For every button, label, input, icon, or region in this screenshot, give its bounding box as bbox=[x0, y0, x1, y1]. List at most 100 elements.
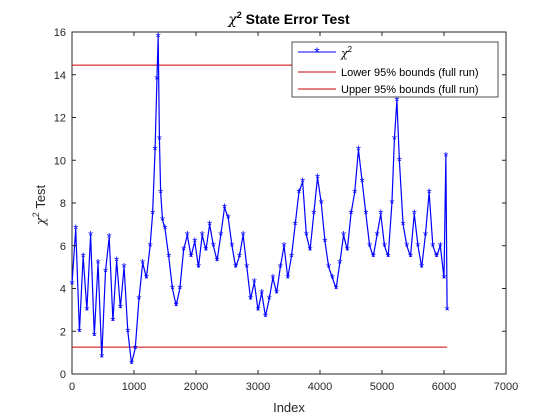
chi2-point: * bbox=[375, 228, 380, 243]
chi2-point: * bbox=[285, 271, 290, 286]
chi2-point: * bbox=[207, 217, 212, 232]
chi2-point: * bbox=[244, 260, 249, 275]
chi2-point: * bbox=[255, 303, 260, 318]
chi2-point: * bbox=[397, 153, 402, 168]
chi2-point: * bbox=[99, 350, 104, 365]
chi2-point: * bbox=[196, 260, 201, 275]
chi2-point: * bbox=[282, 239, 287, 254]
chi2-point: * bbox=[345, 243, 350, 258]
chi2-point: * bbox=[289, 249, 294, 264]
chi2-point: * bbox=[174, 299, 179, 314]
chi2-point: * bbox=[166, 249, 171, 264]
x-tick-label: 4000 bbox=[308, 381, 332, 393]
x-tick-label: 0 bbox=[69, 381, 75, 393]
legend-marker-chi2: * bbox=[314, 44, 320, 60]
chi2-point: * bbox=[96, 256, 101, 271]
chi2-point: * bbox=[308, 243, 313, 258]
chi2-point: * bbox=[259, 286, 264, 301]
chi2-point: * bbox=[215, 254, 220, 269]
chi2-point: * bbox=[170, 282, 175, 297]
x-tick-label: 6000 bbox=[432, 381, 456, 393]
chi2-point: * bbox=[337, 256, 342, 271]
chi2-point: * bbox=[81, 249, 86, 264]
chi2-point: * bbox=[185, 228, 190, 243]
chi2-point: * bbox=[211, 239, 216, 254]
chart-title-rest: State Error Test bbox=[242, 11, 350, 27]
y-tick-label: 14 bbox=[54, 70, 66, 82]
y-tick-label: 12 bbox=[54, 113, 66, 125]
legend-label-upper-bound: Upper 95% bounds (full run) bbox=[341, 84, 479, 96]
chi2-point: * bbox=[419, 260, 424, 275]
chi2-point: * bbox=[443, 149, 448, 164]
chi2-point: * bbox=[237, 249, 242, 264]
legend-label-chi2-sup: 2 bbox=[348, 45, 353, 54]
chi2-point: * bbox=[92, 329, 97, 344]
chi2-point: * bbox=[226, 211, 231, 226]
y-axis-label-rest: Test bbox=[33, 184, 48, 212]
chi2-point: * bbox=[148, 239, 153, 254]
chi2-point: * bbox=[356, 143, 361, 158]
chi2-point: * bbox=[73, 222, 78, 237]
chi2-point: * bbox=[341, 228, 346, 243]
chi2-point: * bbox=[334, 282, 339, 297]
y-tick-label: 8 bbox=[60, 198, 66, 210]
x-tick-label: 3000 bbox=[246, 381, 270, 393]
chi2-point: * bbox=[107, 230, 112, 245]
y-tick-label: 2 bbox=[60, 326, 66, 338]
chi2-point: * bbox=[158, 185, 163, 200]
chi2-point: * bbox=[278, 260, 283, 275]
chi2-point: * bbox=[118, 301, 123, 316]
chi2-point: * bbox=[441, 271, 446, 286]
x-tick-label: 2000 bbox=[184, 381, 208, 393]
chi2-point: * bbox=[371, 249, 376, 264]
chi2-point: * bbox=[150, 207, 155, 222]
chi2-point: * bbox=[274, 286, 279, 301]
chi2-point: * bbox=[304, 228, 309, 243]
chi2-point: * bbox=[360, 175, 365, 190]
chi2-point: * bbox=[203, 243, 208, 258]
chart-title: χ2 State Error Test bbox=[227, 10, 350, 28]
chi2-point: * bbox=[110, 314, 115, 329]
y-tick-label: 16 bbox=[54, 27, 66, 39]
chi2-point: * bbox=[156, 29, 161, 44]
chi2-point: * bbox=[241, 228, 246, 243]
chi2-point: * bbox=[144, 271, 149, 286]
chi2-point: * bbox=[348, 207, 353, 222]
chi2-point: * bbox=[181, 243, 186, 258]
chi2-point: * bbox=[415, 239, 420, 254]
chi2-point: * bbox=[77, 324, 82, 339]
chi2-point: * bbox=[192, 234, 197, 249]
chi2-point: * bbox=[84, 303, 89, 318]
chi2-point: * bbox=[363, 207, 368, 222]
chi2-point: * bbox=[129, 356, 134, 371]
chi2-point: * bbox=[229, 239, 234, 254]
chi2-point: * bbox=[88, 228, 93, 243]
y-tick-label: 0 bbox=[60, 369, 66, 381]
y-axis-label: χ2 Test bbox=[31, 184, 49, 226]
x-tick-label: 7000 bbox=[494, 381, 518, 393]
chi2-point: * bbox=[114, 254, 119, 269]
chi2-point: * bbox=[133, 341, 138, 356]
chi2-point: * bbox=[136, 292, 141, 307]
y-tick-label: 10 bbox=[54, 155, 66, 167]
chi2-point: * bbox=[392, 132, 397, 147]
x-axis-label: Index bbox=[273, 400, 305, 415]
x-tick-label: 5000 bbox=[370, 381, 394, 393]
chi2-point: * bbox=[319, 196, 324, 211]
legend: * χ2 Lower 95% bounds (full run) Upper 9… bbox=[292, 42, 498, 97]
chi2-point: * bbox=[267, 292, 272, 307]
chi2-point: * bbox=[140, 256, 145, 271]
chi2-point: * bbox=[252, 275, 257, 290]
chi2-point: * bbox=[154, 72, 159, 87]
legend-label-lower-bound: Lower 95% bounds (full run) bbox=[341, 67, 479, 79]
chi2-point: * bbox=[122, 260, 127, 275]
chi2-point: * bbox=[162, 222, 167, 237]
chi2-point: * bbox=[293, 217, 298, 232]
chi2-point: * bbox=[218, 228, 223, 243]
chi2-point: * bbox=[412, 207, 417, 222]
chi2-point: * bbox=[270, 271, 275, 286]
chi2-point: * bbox=[401, 217, 406, 232]
chi2-point: * bbox=[263, 309, 268, 324]
chi2-point: * bbox=[189, 249, 194, 264]
